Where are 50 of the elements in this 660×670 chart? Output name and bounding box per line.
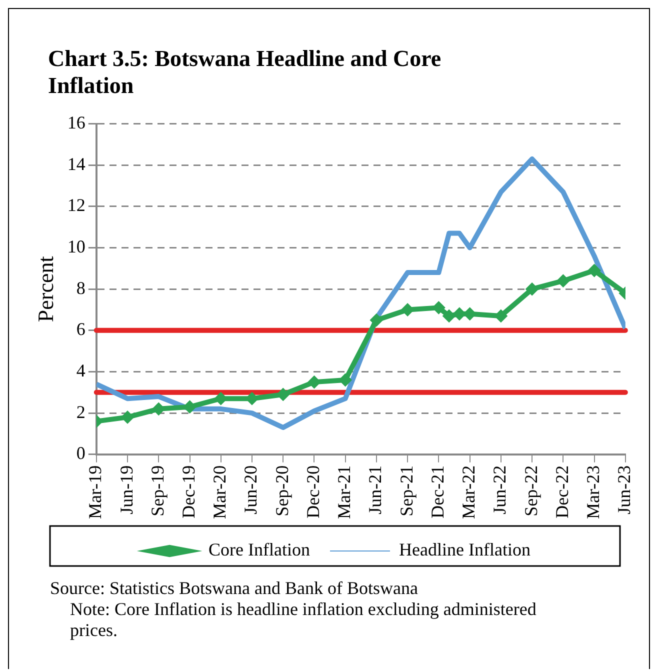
x-tick-label: Jun-23: [614, 465, 634, 514]
point: [276, 388, 290, 401]
point: [370, 314, 383, 327]
legend-label: Core Inflation: [208, 540, 310, 560]
point: [452, 307, 466, 320]
y-tick-label: 10: [67, 236, 86, 256]
point: [432, 301, 446, 314]
point: [183, 400, 196, 414]
y-tick-label: 4: [76, 360, 86, 380]
x-tick-label: Sep-21: [396, 465, 416, 516]
y-tick-label: 14: [67, 154, 86, 174]
point: [526, 282, 539, 296]
legend-label: Headline Inflation: [399, 540, 530, 560]
point: [338, 374, 352, 386]
point: [494, 309, 508, 322]
x-tick-label: Sep-22: [520, 465, 541, 516]
x-tick-label: Dec-20: [302, 465, 323, 518]
x-tick-label: Sep-19: [147, 465, 168, 516]
y-tick-label: 12: [67, 195, 86, 216]
x-tick-label: Sep-20: [272, 465, 292, 516]
chart-title: Chart 3.5: Botswana Headline and Core Inflation: [48, 45, 442, 99]
point: [121, 410, 134, 424]
x-tick-label: Mar-20: [210, 465, 230, 520]
x-tick-label: Mar-23: [583, 465, 604, 520]
x-tick-label: Jun-19: [116, 465, 136, 514]
point: [588, 264, 601, 277]
x-tick-label: Jun-21: [365, 465, 386, 514]
x-tick-label: Dec-22: [552, 465, 572, 518]
point: [214, 392, 228, 406]
y-tick-label: 0: [76, 443, 86, 464]
x-tick-label: Mar-21: [334, 465, 354, 520]
point: [152, 402, 166, 416]
x-tick-label: Jun-20: [240, 465, 261, 514]
point: [463, 307, 476, 320]
point: [556, 274, 570, 288]
x-tick-label: Mar-22: [458, 465, 479, 520]
y-tick-label: 8: [76, 278, 86, 298]
y-axis-title: Percent: [32, 256, 58, 322]
y-tick-label: 2: [76, 402, 86, 422]
text: Note: Core Inflation is headline inflation excluding administered prices.: [69, 599, 538, 641]
y-tick-label: 6: [76, 319, 86, 340]
point: [308, 376, 321, 389]
y-tick-label: 16: [67, 112, 86, 133]
point: [442, 309, 456, 322]
x-tick-label: Dec-19: [178, 465, 198, 518]
x-tick-label: Dec-21: [427, 465, 448, 518]
point: [401, 303, 414, 316]
source-note: Source: Statistics Botswana and Bank of Botswana: [50, 578, 419, 599]
x-tick-label: Jun-22: [490, 465, 510, 514]
x-tick-label: Mar-19: [85, 465, 106, 520]
